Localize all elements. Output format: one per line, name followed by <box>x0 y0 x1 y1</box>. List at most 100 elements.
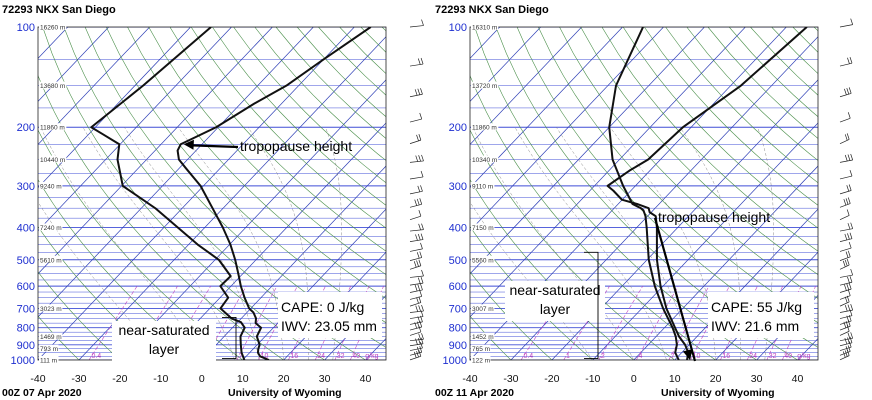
mixing-ratio-label: 32 <box>337 353 345 360</box>
height-label: 3007 m <box>472 306 494 313</box>
pressure-tick-label: 600 <box>449 281 467 293</box>
moist-adiabat-line <box>679 127 741 360</box>
pressure-tick-label: 1000 <box>443 355 467 367</box>
temperature-tick-label: 10 <box>669 373 681 385</box>
isotherm-line <box>38 27 191 189</box>
temperature-profile-line <box>176 27 372 360</box>
temperature-tick-label: -10 <box>585 373 600 385</box>
tropopause-arrow <box>653 217 697 362</box>
temperature-tick-label: 0 <box>631 373 637 385</box>
isotherm-line <box>470 27 664 232</box>
mixing-ratio-label: g/kg <box>797 353 810 360</box>
chart-title: 72293 NKX San Diego <box>2 4 116 16</box>
height-label: 122 m <box>472 358 490 365</box>
wind-barb <box>839 57 853 67</box>
cape-label: CAPE: 55 J/kg <box>711 299 802 315</box>
wind-barb <box>409 19 424 28</box>
mixing-ratio-label: 2 <box>601 353 605 360</box>
temperature-tick-label: -20 <box>544 373 559 385</box>
dry-adiabat-line <box>470 226 594 360</box>
wind-barb <box>839 87 852 98</box>
height-label: 5610 m <box>40 257 62 264</box>
pressure-tick-label: 900 <box>17 340 35 352</box>
height-label: 11860 m <box>472 125 497 132</box>
wind-barb <box>839 295 850 307</box>
moist-adiabat-line <box>82 127 235 360</box>
isotherm-line <box>78 36 386 360</box>
height-label: 5560 m <box>472 257 494 264</box>
mixing-ratio-label: 16 <box>290 353 298 360</box>
isotherm-line <box>470 27 623 189</box>
temperature-tick-label: 10 <box>237 373 249 385</box>
dry-adiabat-line <box>644 27 818 206</box>
dry-adiabat-line <box>106 27 386 324</box>
pressure-tick-label: 900 <box>449 340 467 352</box>
isotherm-line <box>38 27 232 232</box>
moist-adiabat-line <box>609 127 716 360</box>
mixing-ratio-label: 40 <box>352 353 360 360</box>
wind-barb <box>409 242 423 252</box>
credit-label: University of Wyoming <box>228 387 342 399</box>
dry-adiabat-line <box>148 27 386 275</box>
temperature-tick-label: 30 <box>319 373 331 385</box>
temperature-tick-label: -20 <box>112 373 127 385</box>
mixing-ratio-label: 10 <box>261 353 269 360</box>
wind-barb <box>409 185 423 195</box>
wind-barb <box>839 325 850 336</box>
wind-barb <box>839 232 853 242</box>
dry-adiabat-line <box>813 27 818 32</box>
mixing-ratio-line <box>598 285 643 360</box>
height-label: 10340 m <box>472 157 497 164</box>
mixing-ratio-line <box>236 285 278 360</box>
wind-barb <box>839 268 854 278</box>
wind-barb <box>839 18 854 28</box>
height-label: 13680 m <box>40 83 65 90</box>
height-label: 3023 m <box>40 306 62 313</box>
layer-bracket <box>222 316 237 359</box>
dry-adiabat-line <box>169 27 386 252</box>
pressure-tick-label: 500 <box>449 255 467 267</box>
mixing-ratio-label: 0.4 <box>523 353 533 360</box>
layer-label-box <box>112 321 216 361</box>
height-label: 16310 m <box>472 25 497 32</box>
layer-label-box <box>505 281 605 321</box>
dry-adiabat-line <box>127 27 386 299</box>
dewpoint-profile-line <box>608 27 680 360</box>
pressure-tick-label: 300 <box>449 181 467 193</box>
pressure-tick-label: 700 <box>17 303 35 315</box>
chart-title: 72293 NKX San Diego <box>435 4 549 16</box>
dry-adiabat-line <box>38 271 121 360</box>
isotherm-line <box>119 79 386 360</box>
isotherm-line <box>201 165 386 360</box>
height-label: 9240 m <box>40 183 62 190</box>
isotherm-line <box>470 27 705 275</box>
wind-barb <box>839 304 854 313</box>
wind-barb <box>839 283 852 293</box>
layer-bracket <box>584 251 599 359</box>
height-label: 1469 m <box>40 334 62 341</box>
mixing-ratio-label: 40 <box>784 353 792 360</box>
moist-adiabat-line <box>247 127 309 360</box>
temperature-tick-label: -40 <box>462 373 477 385</box>
dry-adiabat-line <box>580 27 818 275</box>
wind-barb <box>409 198 423 208</box>
dry-adiabat-line <box>601 27 818 252</box>
mixing-ratio-label: g/kg <box>365 353 378 360</box>
height-label: 13720 m <box>472 83 497 90</box>
tropopause-label: tropopause height <box>240 138 352 154</box>
sounding-panel-right: 72293 NKX San Diego 00Z 11 Apr 2020 Univ… <box>435 4 854 399</box>
pressure-tick-label: 300 <box>17 181 35 193</box>
tropopause-arrowhead <box>682 349 693 360</box>
wind-barb <box>409 57 424 67</box>
pressure-tick-label: 1000 <box>11 355 35 367</box>
pressure-tick-label: 200 <box>449 122 467 134</box>
mixing-ratio-label: 1 <box>566 353 570 360</box>
wind-barb <box>409 333 424 342</box>
moist-adiabat-line <box>325 127 343 360</box>
iwv-label: IWV: 23.05 mm <box>281 318 377 334</box>
iwv-label: IWV: 21.6 mm <box>711 318 799 334</box>
wind-barb <box>409 269 424 278</box>
pressure-tick-label: 500 <box>17 255 35 267</box>
mixing-ratio-label: 24 <box>317 353 325 360</box>
height-label: 11860 m <box>40 125 65 132</box>
